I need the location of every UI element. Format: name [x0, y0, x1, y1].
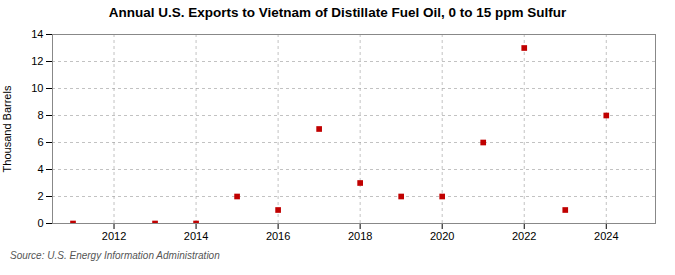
svg-text:2014: 2014	[184, 230, 208, 242]
svg-text:6: 6	[37, 136, 43, 148]
svg-text:2022: 2022	[512, 230, 536, 242]
svg-text:10: 10	[31, 82, 43, 94]
svg-text:2: 2	[37, 190, 43, 202]
svg-text:14: 14	[31, 28, 43, 40]
svg-text:8: 8	[37, 109, 43, 121]
svg-text:0: 0	[37, 217, 43, 229]
svg-text:2020: 2020	[430, 230, 454, 242]
svg-text:12: 12	[31, 55, 43, 67]
svg-text:4: 4	[37, 163, 43, 175]
svg-text:2024: 2024	[594, 230, 618, 242]
svg-text:2016: 2016	[266, 230, 290, 242]
svg-text:Thousand Barrels: Thousand Barrels	[1, 85, 13, 172]
html-text:Source: U.S. Energy Informatio: Source: U.S. Energy Information Administ…	[10, 250, 220, 261]
html-text:Annual U.S. Exports to Vietnam: Annual U.S. Exports to Vietnam of Distil…	[108, 5, 567, 20]
svg-text:2018: 2018	[348, 230, 372, 242]
svg-text:2012: 2012	[102, 230, 126, 242]
